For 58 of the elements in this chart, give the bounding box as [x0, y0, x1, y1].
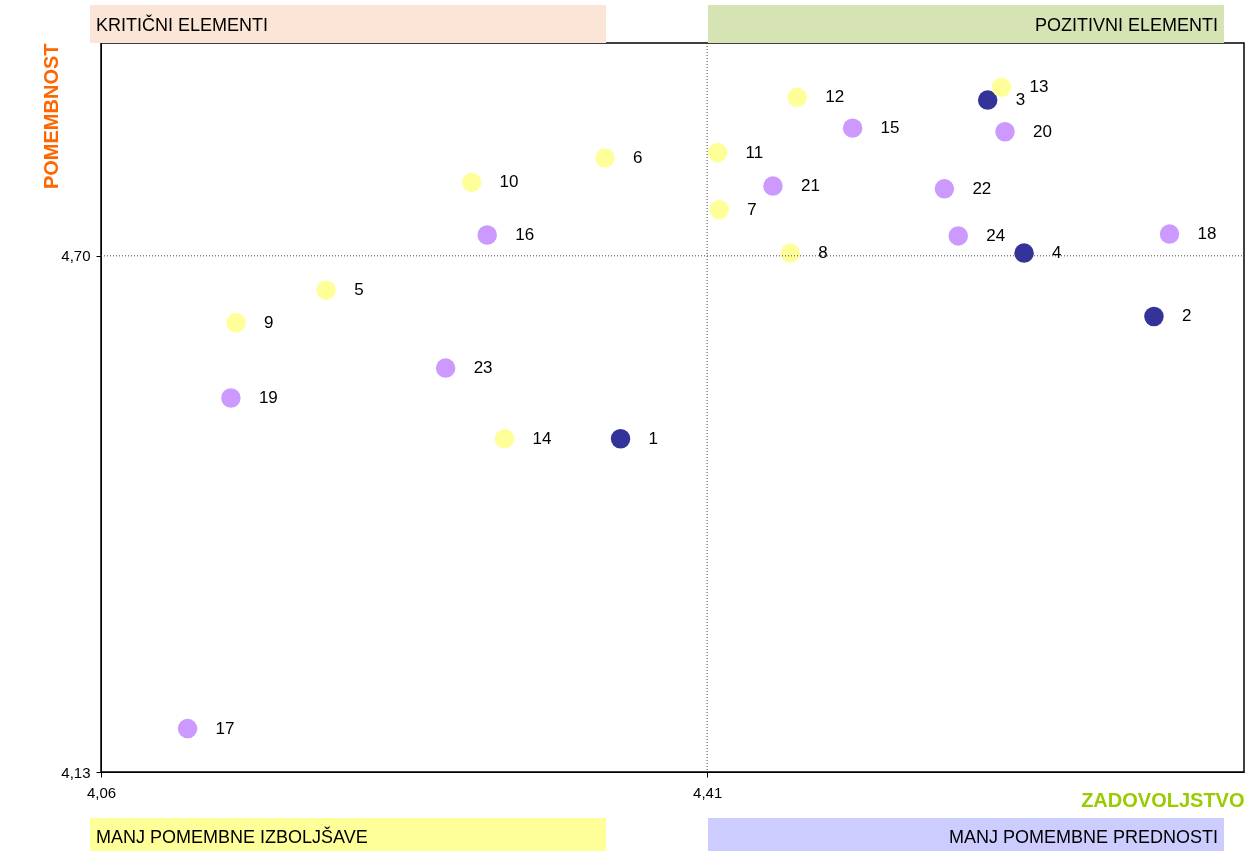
annotation: 3 — [1015, 90, 1026, 110]
annotation: 9 — [264, 312, 274, 332]
annotation: 15 — [880, 118, 900, 138]
annotation: 23 — [473, 358, 493, 378]
text: MANJ POMEMBNE PREDNOSTI — [708, 818, 1224, 851]
point — [977, 90, 998, 110]
point — [461, 172, 482, 193]
point — [494, 429, 515, 449]
annotation: 7 — [747, 199, 757, 219]
annotation: 20 — [1033, 121, 1052, 141]
x-tick-label: 4,06 — [86, 783, 117, 801]
point — [842, 118, 863, 138]
annotation: 14 — [532, 428, 552, 448]
annotation: 13 — [1029, 77, 1049, 97]
point — [991, 77, 1012, 98]
point — [226, 313, 246, 333]
annotation: 4 — [1052, 243, 1062, 263]
annotation: 21 — [800, 176, 820, 196]
annotation: 19 — [258, 387, 278, 407]
annotation: 12 — [825, 87, 845, 107]
text: POZITIVNI ELEMENTI — [708, 5, 1224, 43]
point — [934, 179, 955, 199]
point — [763, 176, 783, 196]
point — [177, 718, 198, 739]
y-tick-label: 4,70 — [61, 247, 91, 265]
x-axis-title: ZADOVOLJSTVO — [1081, 788, 1245, 811]
annotation: 16 — [515, 224, 535, 244]
point — [787, 87, 807, 108]
point — [707, 142, 728, 163]
point — [948, 226, 968, 246]
annotation: 17 — [215, 718, 235, 738]
annotation: 1 — [648, 428, 659, 448]
y-axis-title: POMEMBNOST — [39, 43, 62, 190]
point — [1144, 306, 1164, 327]
annotation: 22 — [972, 178, 992, 198]
x-tick-label: 4,41 — [693, 783, 723, 801]
point — [477, 225, 497, 245]
point — [780, 243, 801, 263]
annotation: 24 — [986, 225, 1006, 245]
annotation: 18 — [1197, 224, 1217, 244]
y-tick-label: 4,13 — [61, 763, 91, 781]
point — [1014, 243, 1034, 263]
point — [709, 199, 730, 220]
point — [435, 358, 456, 378]
annotation: 8 — [818, 243, 828, 263]
point — [316, 280, 336, 300]
point — [1159, 224, 1180, 244]
point — [595, 148, 615, 168]
annotation: 10 — [499, 172, 519, 192]
annotation: 5 — [354, 280, 364, 300]
text: MANJ POMEMBNE IZBOLJŠAVE — [90, 818, 606, 851]
point — [995, 122, 1015, 142]
point — [221, 388, 241, 408]
annotation: 2 — [1181, 306, 1192, 326]
annotation: 11 — [745, 142, 764, 162]
point — [610, 429, 631, 449]
annotation: 6 — [632, 148, 643, 168]
text: KRITIČNI ELEMENTI — [90, 5, 606, 43]
